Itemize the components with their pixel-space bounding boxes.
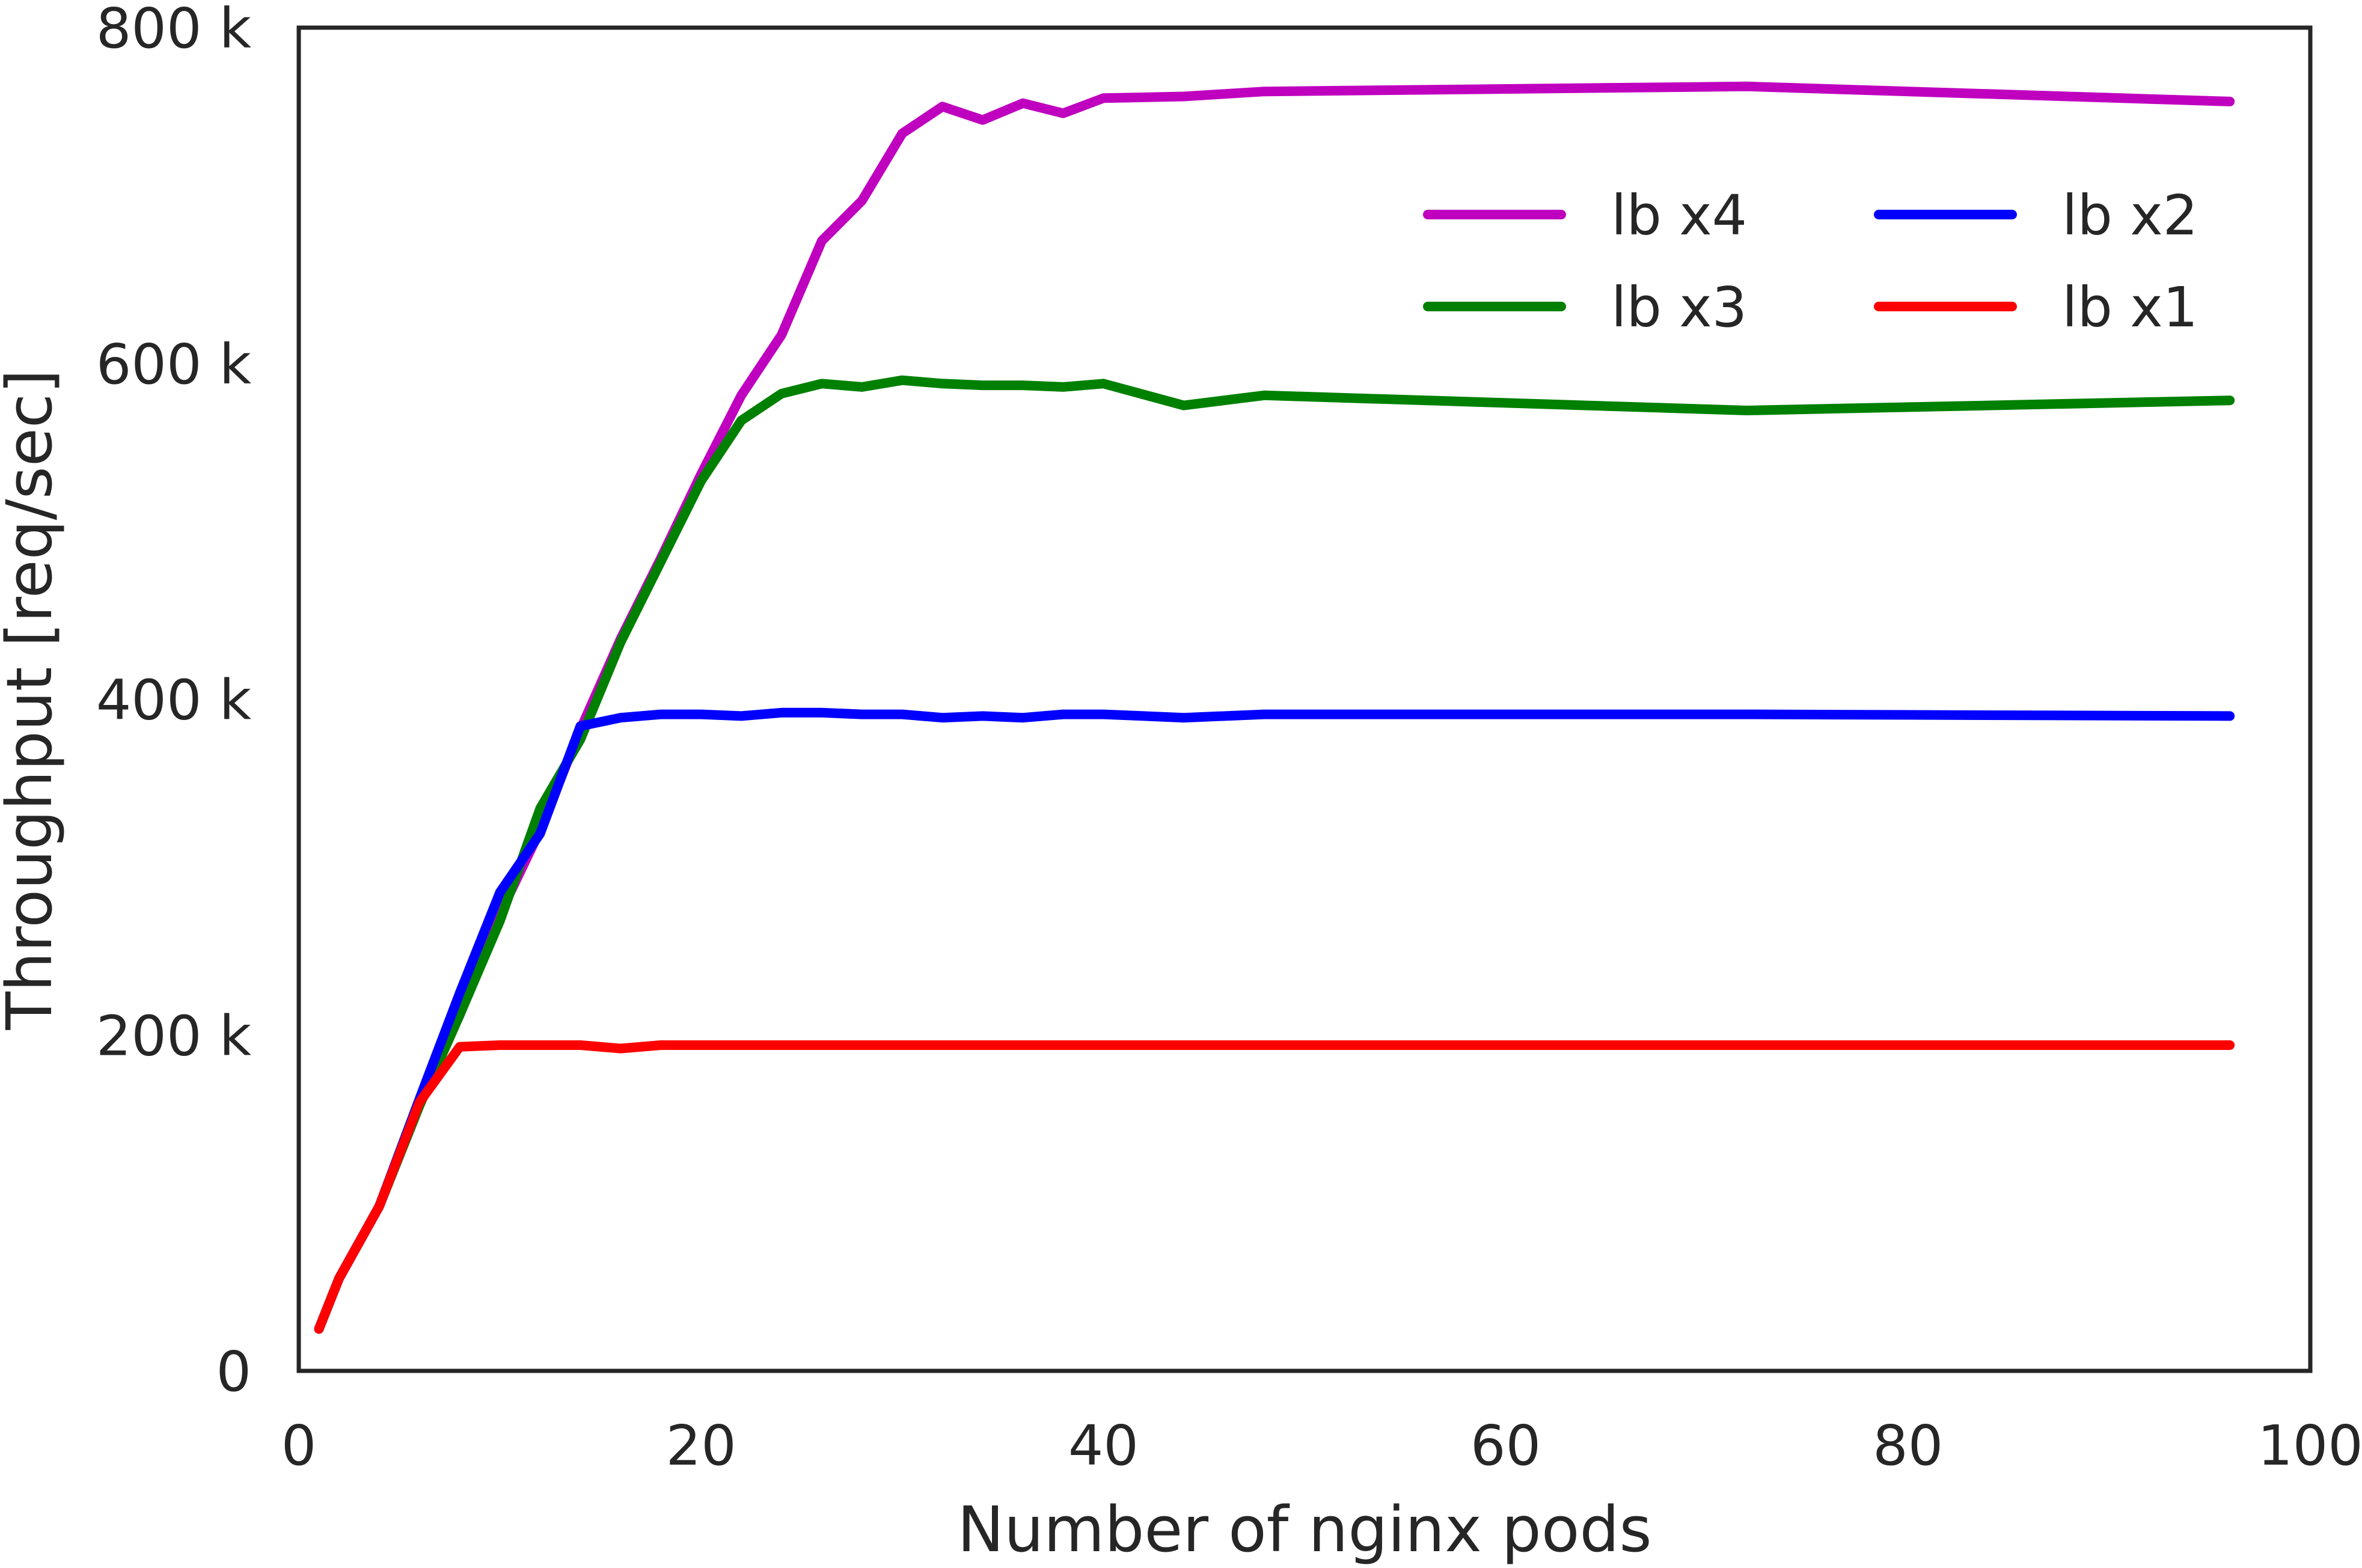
x-axis-ticks: 0 20 40 60 80 100: [281, 1414, 2362, 1478]
y-tick-label: 200 k: [96, 1004, 252, 1068]
y-tick-label: 0: [216, 1340, 251, 1404]
series-line-lb-x3: [314, 375, 2235, 1334]
x-tick-label: 60: [1470, 1414, 1541, 1478]
legend-label: lb x1: [2062, 275, 2198, 340]
legend-label: lb x4: [1611, 183, 1747, 248]
series-line-lb-x2: [314, 707, 2235, 1334]
y-axis-label: Throughput [req/sec]: [0, 369, 66, 1030]
plot-frame: [296, 25, 2313, 1373]
x-tick-label: 20: [666, 1414, 736, 1478]
x-tick-label: 0: [281, 1414, 317, 1478]
y-axis-ticks: 0 200 k 400 k 600 k 800 k: [96, 0, 252, 1404]
legend: lb x4 lb x3 lb x2 lb x1: [1423, 183, 2198, 340]
plot-area: [314, 81, 2235, 1334]
x-axis-label: Number of nginx pods: [957, 1493, 1651, 1566]
legend-label: lb x3: [1611, 275, 1747, 340]
x-tick-label: 40: [1068, 1414, 1139, 1478]
x-tick-label: 80: [1873, 1414, 1943, 1478]
x-tick-label: 100: [2257, 1414, 2362, 1478]
y-tick-label: 400 k: [96, 668, 252, 733]
series-line-lb-x1: [314, 1040, 2235, 1334]
y-tick-label: 800 k: [96, 0, 252, 61]
y-tick-label: 600 k: [96, 332, 252, 397]
legend-label: lb x2: [2062, 183, 2198, 248]
